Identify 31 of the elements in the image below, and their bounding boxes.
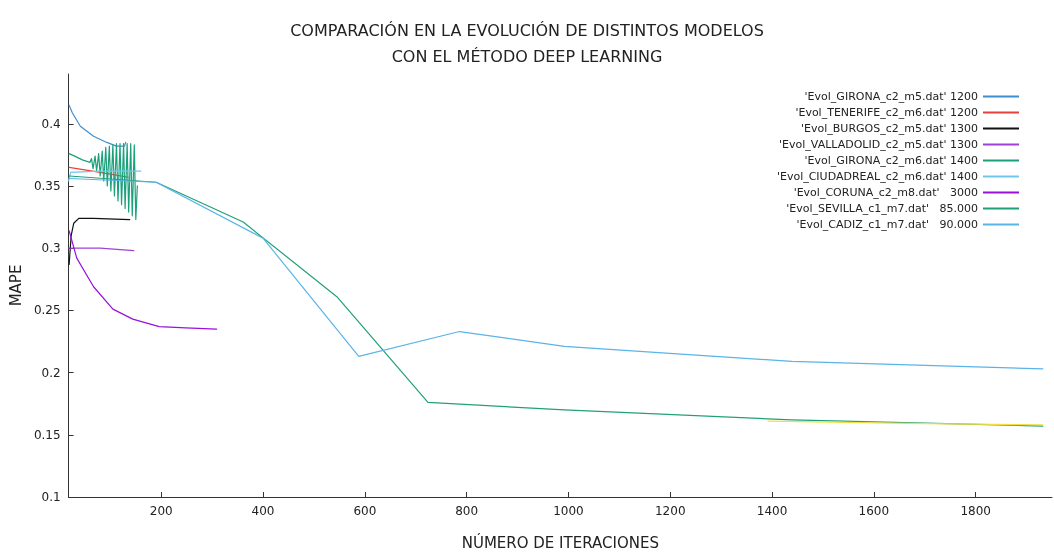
x-tick-label: 400 [251,504,275,518]
y-tick-label: 0.35 [33,178,61,193]
legend-label: 'Evol_CORUNA_c2_m8.dat' 3000 [793,186,978,199]
y-axis-title: MAPE [6,264,25,307]
x-tick-label: 600 [353,504,377,518]
legend-label: 'Evol_GIRONA_c2_m6.dat' 1400 [804,154,978,167]
legend-label: 'Evol_VALLADOLID_c2_m5.dat' 1300 [779,138,978,151]
y-tick-label: 0.25 [33,303,61,318]
y-tick-label: 0.3 [41,241,61,256]
x-tick-label: 1400 [756,504,788,518]
y-tick-label: 0.2 [41,365,61,380]
line-series [68,217,131,265]
line-series [68,230,218,330]
x-tick-label: 1800 [960,504,991,518]
line-series [68,104,127,147]
x-tick-label: 800 [455,504,479,518]
x-axis-title: NÚMERO DE ITERACIONES [461,532,659,552]
legend-label: 'Evol_GIRONA_c2_m5.dat' 1200 [804,90,978,103]
x-tick-label: 1600 [858,504,890,518]
legend-label: 'Evol_SEVILLA_c1_m7.dat' 85.000 [786,202,978,215]
x-tick-label: 200 [149,504,173,518]
legend-label: 'Evol_TENERIFE_c2_m6.dat' 1200 [795,106,978,119]
y-tick-label: 0.15 [33,427,61,442]
legend-label: 'Evol_BURGOS_c2_m5.dat' 1300 [801,122,978,135]
chart-title: COMPARACIÓN EN LA EVOLUCIÓN DE DISTINTOS MODELOS CON EL MÉTODO DEEP LEARNING [290,20,764,66]
y-tick-label: 0.4 [41,116,61,131]
legend-label: 'Evol_CIUDADREAL_c2_m6.dat' 1400 [776,170,978,183]
legend-label: 'Evol_CADIZ_c1_m7.dat' 90.000 [796,218,978,231]
y-tick-label: 0.1 [41,490,61,504]
x-tick-label: 1000 [553,504,584,518]
x-tick-label: 1200 [654,504,686,518]
